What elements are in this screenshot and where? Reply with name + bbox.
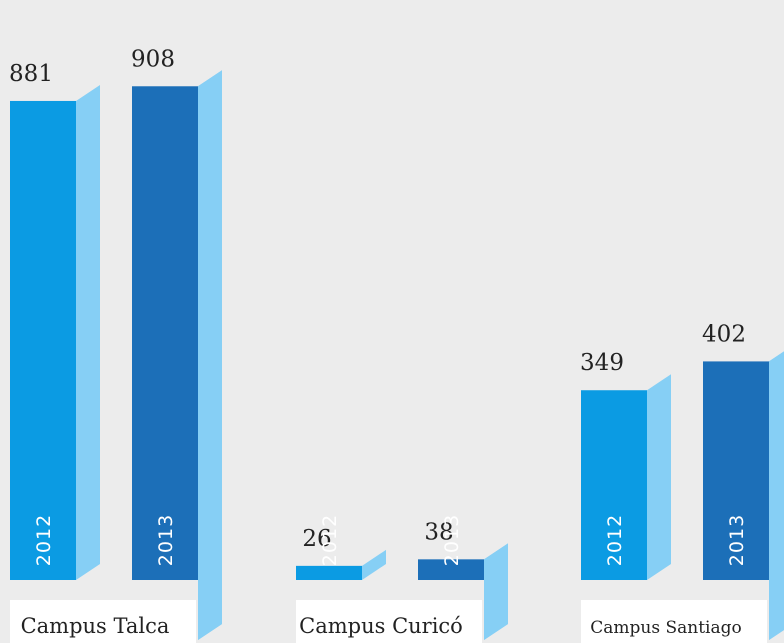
year-label: 2012	[604, 514, 626, 566]
bar-2012	[10, 100, 76, 581]
campus-label-box	[10, 600, 196, 643]
campus-group: 349 2012 402 2013 Campus Santiago	[580, 321, 784, 643]
year-label: 2012	[319, 514, 341, 566]
bar-side-2012	[76, 84, 100, 581]
bar-side-2012	[647, 374, 671, 580]
bar-2013	[703, 361, 769, 580]
bar-side-2012	[362, 549, 386, 580]
bar-side-overlay	[198, 70, 222, 640]
bar-2012	[296, 565, 362, 580]
value-label: 881	[9, 61, 53, 87]
value-label: 402	[702, 321, 746, 347]
bar-side-overlay	[484, 543, 508, 640]
bar-side-overlay	[769, 351, 784, 640]
bar-2012	[581, 390, 647, 580]
campus-label: Campus Curicó	[299, 614, 463, 638]
year-label: 2013	[155, 514, 177, 566]
campus-group: 881 2012 908 2013 Campus Talca	[9, 46, 222, 643]
campus-label-box	[296, 600, 482, 643]
campus-label-box	[581, 600, 767, 643]
bar-2013	[418, 559, 484, 580]
value-label: 38	[424, 519, 453, 545]
value-label: 26	[302, 526, 331, 552]
year-label: 2012	[33, 514, 55, 566]
value-label: 349	[580, 350, 624, 376]
year-label: 2013	[441, 514, 463, 566]
value-label: 908	[131, 46, 175, 72]
campus-label: Campus Talca	[21, 614, 170, 638]
bar-2013	[132, 86, 198, 581]
year-label: 2013	[726, 514, 748, 566]
campus-label: Campus Santiago	[590, 618, 741, 638]
